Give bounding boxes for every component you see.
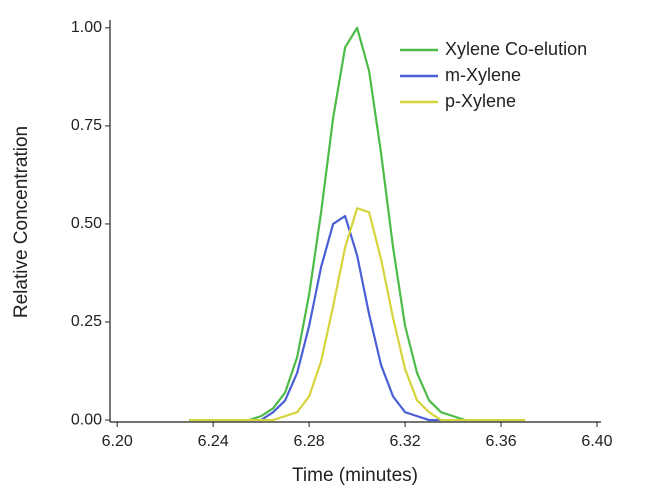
x-tick-label: 6.40 xyxy=(581,433,612,450)
legend-text: p-Xylene xyxy=(445,91,516,111)
x-tick-label: 6.36 xyxy=(485,433,516,450)
y-tick-label: 0.75 xyxy=(71,117,102,134)
y-tick-label: 0.25 xyxy=(71,313,102,330)
legend-text: Xylene Co-elution xyxy=(445,39,587,59)
y-tick-label: 0.50 xyxy=(71,215,102,232)
x-axis-title: Time (minutes) xyxy=(292,465,418,486)
x-tick-label: 6.28 xyxy=(294,433,325,450)
series-line xyxy=(189,215,526,422)
y-axis-title: Relative Concentration xyxy=(11,126,32,318)
series-line xyxy=(189,26,526,422)
y-tick-label: 1.00 xyxy=(71,19,102,36)
x-tick-label: 6.20 xyxy=(102,433,133,450)
legend-text: m-Xylene xyxy=(445,65,521,85)
x-tick-label: 6.24 xyxy=(198,433,229,450)
series-line xyxy=(189,207,526,422)
x-tick-label: 6.32 xyxy=(390,433,421,450)
y-tick-label: 0.00 xyxy=(71,411,102,428)
